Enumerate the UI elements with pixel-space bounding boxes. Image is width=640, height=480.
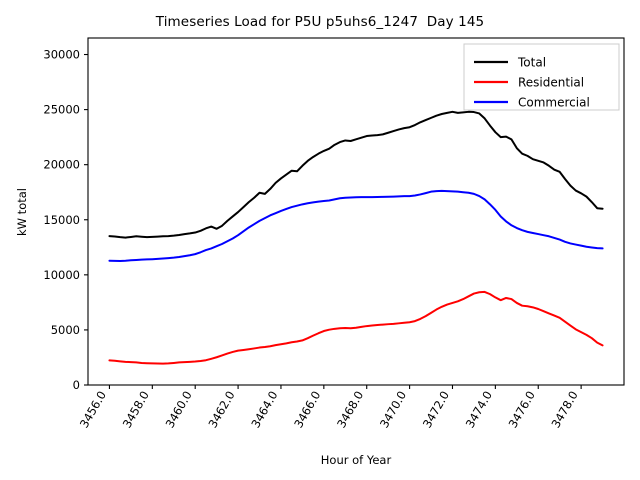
legend: Total Residential Commercial [463, 43, 620, 111]
y-tick-label: 5000 [51, 323, 80, 337]
axes-frame [87, 37, 625, 386]
legend-box [463, 43, 620, 111]
x-tick-label: 3478.0 [548, 389, 580, 431]
x-tick-label: 3474.0 [463, 389, 495, 431]
y-tick-label: 15000 [43, 213, 80, 227]
x-axis-label: Hour of Year [321, 453, 392, 467]
y-axis-label: kW total [15, 188, 29, 236]
x-tick-label: 3466.0 [291, 389, 323, 431]
series-line-total [108, 110, 604, 239]
data-series-group [108, 110, 604, 365]
series-line-commercial [108, 189, 604, 262]
y-tick-label: 30000 [43, 48, 80, 62]
x-tick-label: 3472.0 [420, 389, 452, 431]
y-tick-label: 10000 [43, 268, 80, 282]
legend-label-residential: Residential [518, 76, 584, 90]
x-tick-label: 3460.0 [163, 389, 195, 431]
legend-label-commercial: Commercial [518, 96, 590, 110]
x-tick-label: 3470.0 [377, 389, 409, 431]
x-tick-label: 3468.0 [334, 389, 366, 431]
y-tick-label: 20000 [43, 158, 80, 172]
x-tick-label: 3476.0 [506, 389, 538, 431]
legend-label-total: Total [517, 56, 546, 70]
x-tick-label: 3456.0 [77, 389, 109, 431]
y-axis-ticks: 0 5000 10000 15000 20000 25000 30000 [43, 48, 88, 392]
y-tick-label: 0 [73, 378, 80, 392]
x-tick-label: 3464.0 [248, 389, 280, 431]
x-tick-label: 3462.0 [205, 389, 237, 431]
page-title: Timeseries Load for P5U p5uhs6_1247 Day … [155, 14, 485, 30]
x-tick-label: 3458.0 [120, 389, 152, 431]
y-tick-label: 25000 [43, 103, 80, 117]
series-line-residential [108, 290, 604, 365]
x-axis-ticks: 3456.0 3458.0 3460.0 3462.0 3464.0 3466.0 3468… [77, 385, 582, 431]
legend-entries: Total Residential Commercial [474, 56, 590, 110]
